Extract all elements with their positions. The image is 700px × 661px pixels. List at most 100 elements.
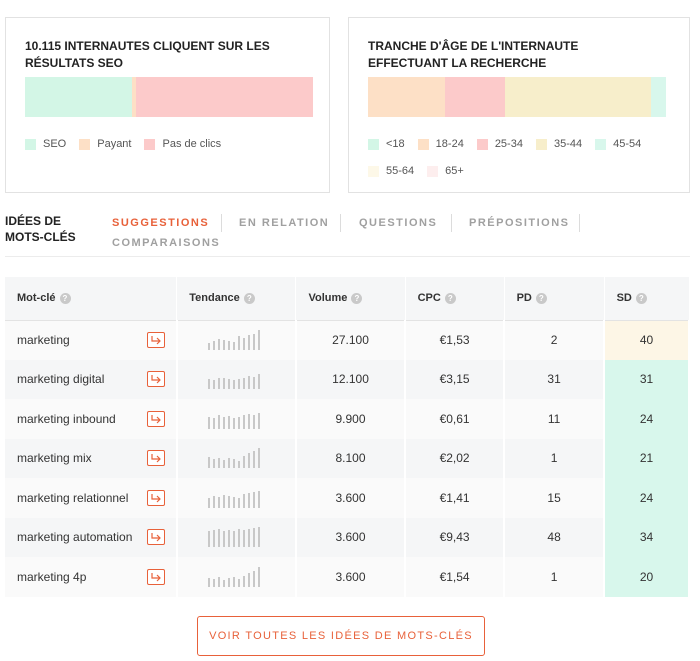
trend-bar xyxy=(212,495,215,508)
legend-swatch xyxy=(368,165,379,177)
tab-en-relation[interactable]: En relation xyxy=(239,217,330,229)
help-icon[interactable]: ? xyxy=(351,293,363,305)
trend-bar xyxy=(257,527,260,548)
volume-value: 9.900 xyxy=(335,411,366,426)
open-keyword-icon[interactable] xyxy=(146,568,165,585)
trend-cell xyxy=(176,557,297,597)
column-header-cpc[interactable]: CPC? xyxy=(405,277,505,321)
table-row: marketing 27.100 €1,53 2 40 xyxy=(5,320,690,360)
column-header-trend[interactable]: Tendance? xyxy=(176,277,297,321)
tab-suggestions[interactable]: Suggestions xyxy=(112,217,210,229)
trend-bar xyxy=(237,529,240,548)
cpc-value: €9,43 xyxy=(439,530,470,545)
trend-bar xyxy=(252,414,255,429)
tab-comparaisons[interactable]: Comparaisons xyxy=(112,237,221,249)
trend-bar xyxy=(257,412,260,429)
tab-divider xyxy=(579,214,580,232)
cpc-cell: €3,15 xyxy=(405,359,506,399)
trend-bar xyxy=(222,378,225,390)
trend-bar xyxy=(212,341,215,350)
trend-bar xyxy=(232,417,235,429)
help-icon[interactable]: ? xyxy=(535,293,547,305)
legend-swatch xyxy=(476,138,488,150)
open-keyword-icon[interactable] xyxy=(146,529,165,546)
column-header-label: Volume xyxy=(308,292,348,305)
open-keyword-icon[interactable] xyxy=(146,489,165,506)
trend-bar xyxy=(207,379,210,390)
trend-bar xyxy=(207,457,210,469)
trend-bar xyxy=(242,530,245,548)
view-all-keyword-ideas-button[interactable]: Voir toutes les idées de mots-clés xyxy=(197,616,485,656)
keyword-text[interactable]: marketing relationnel xyxy=(17,490,129,505)
legend-label: SEO xyxy=(43,138,67,150)
tab-prepositions[interactable]: Prépositions xyxy=(469,217,570,229)
help-icon[interactable]: ? xyxy=(635,293,647,305)
pd-value: 15 xyxy=(547,490,561,505)
legend-label: 55-64 xyxy=(386,165,415,177)
column-header-pd[interactable]: PD? xyxy=(504,277,605,321)
table-row: marketing 4p 3.600 €1,54 1 20 xyxy=(5,557,690,597)
keyword-text[interactable]: marketing digital xyxy=(17,372,105,387)
tab-divider xyxy=(221,214,222,232)
help-icon[interactable]: ? xyxy=(59,293,71,305)
trend-bar xyxy=(232,342,235,350)
trend-sparkline xyxy=(207,409,295,429)
legend-swatch xyxy=(417,138,429,150)
column-header-keyword[interactable]: Mot-clé? xyxy=(5,277,178,321)
keyword-text[interactable]: marketing mix xyxy=(17,451,92,466)
help-icon[interactable]: ? xyxy=(243,293,255,305)
open-keyword-icon[interactable] xyxy=(146,410,165,427)
table-row: marketing relationnel 3.600 €1,41 15 24 xyxy=(5,478,690,518)
sd-cell: 20 xyxy=(604,557,690,597)
pd-cell: 1 xyxy=(504,557,606,597)
tab-questions[interactable]: Questions xyxy=(359,217,438,229)
table-header-row: Mot-clé? Tendance? Volume? CPC? PD? SD? xyxy=(5,277,690,321)
trend-bar xyxy=(227,379,230,390)
open-keyword-icon[interactable] xyxy=(146,332,165,348)
keywords-table: Mot-clé? Tendance? Volume? CPC? PD? SD? marke… xyxy=(5,277,690,597)
trend-bar xyxy=(232,459,235,469)
column-header-sd[interactable]: SD? xyxy=(604,277,690,321)
age-legend: <18 18-24 25-34 35-44 45-54 55-64 65+ xyxy=(368,137,668,191)
help-icon[interactable]: ? xyxy=(444,293,456,305)
open-keyword-icon[interactable] xyxy=(146,371,165,388)
age-legend-item: 35-44 xyxy=(535,137,582,151)
clicks-segment xyxy=(135,77,313,117)
trend-bar xyxy=(257,448,260,469)
keyword-text[interactable]: marketing xyxy=(17,333,70,347)
trend-bar xyxy=(217,339,220,350)
trend-bar xyxy=(252,528,255,548)
clicks-segment xyxy=(25,77,132,117)
keyword-cell: marketing relationnel xyxy=(5,478,178,518)
volume-cell: 3.600 xyxy=(295,557,407,597)
trend-bar xyxy=(252,334,255,350)
open-keyword-icon[interactable] xyxy=(146,450,165,467)
legend-label: <18 xyxy=(386,138,405,150)
legend-label: 45-54 xyxy=(613,138,642,150)
pd-value: 1 xyxy=(550,451,558,466)
volume-value: 27.100 xyxy=(332,333,369,347)
cpc-cell: €9,43 xyxy=(405,517,506,557)
keyword-text[interactable]: marketing 4p xyxy=(17,569,87,584)
cpc-value: €2,02 xyxy=(439,451,470,466)
keyword-cell: marketing 4p xyxy=(5,557,178,597)
column-header-volume[interactable]: Volume? xyxy=(295,277,406,321)
keyword-text[interactable]: marketing inbound xyxy=(17,411,116,426)
trend-bar xyxy=(217,496,220,508)
keyword-text[interactable]: marketing automation xyxy=(17,530,133,545)
age-card: Tranche d'âge de l'internaute effectuant… xyxy=(348,17,690,193)
trend-bar xyxy=(217,529,220,548)
column-header-label: PD xyxy=(516,292,532,305)
age-segment xyxy=(505,77,652,117)
volume-cell: 9.900 xyxy=(295,399,407,439)
trend-sparkline xyxy=(207,527,295,548)
trend-bar xyxy=(227,577,230,587)
trend-bar xyxy=(252,377,255,390)
trend-bar xyxy=(217,458,220,469)
trend-bar xyxy=(247,376,250,390)
table-row: marketing inbound 9.900 €0,61 11 24 xyxy=(5,399,690,439)
cpc-value: €1,53 xyxy=(439,333,470,347)
sd-value: 21 xyxy=(639,451,654,466)
sd-cell: 24 xyxy=(604,399,690,439)
legend-label: 25-34 xyxy=(494,138,523,150)
